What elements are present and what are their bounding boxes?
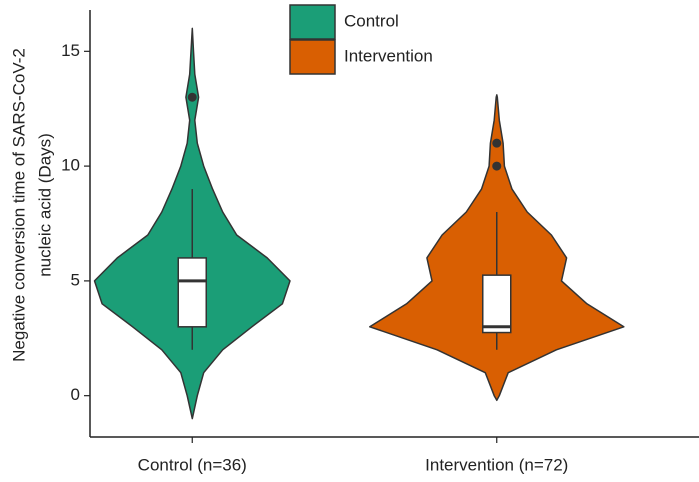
x-tick-label: Control (n=36): [138, 455, 247, 474]
x-tick-label: Intervention (n=72): [425, 455, 568, 474]
y-tick-label: 0: [71, 385, 80, 404]
legend-label: Intervention: [344, 46, 433, 65]
y-axis-label: Negative conversion time of SARS-CoV-2: [9, 48, 28, 362]
y-tick-label: 10: [61, 156, 80, 175]
legend-label: Control: [344, 11, 399, 30]
y-axis-label: nucleic acid (Days): [35, 133, 54, 277]
box: [177, 257, 207, 328]
y-tick-label: 15: [61, 41, 80, 60]
outlier: [492, 138, 502, 148]
box: [482, 274, 512, 334]
legend-swatch: [289, 39, 336, 75]
outlier: [492, 161, 502, 171]
outlier: [187, 92, 197, 102]
legend-swatch: [289, 4, 336, 40]
y-tick-label: 5: [71, 270, 80, 289]
